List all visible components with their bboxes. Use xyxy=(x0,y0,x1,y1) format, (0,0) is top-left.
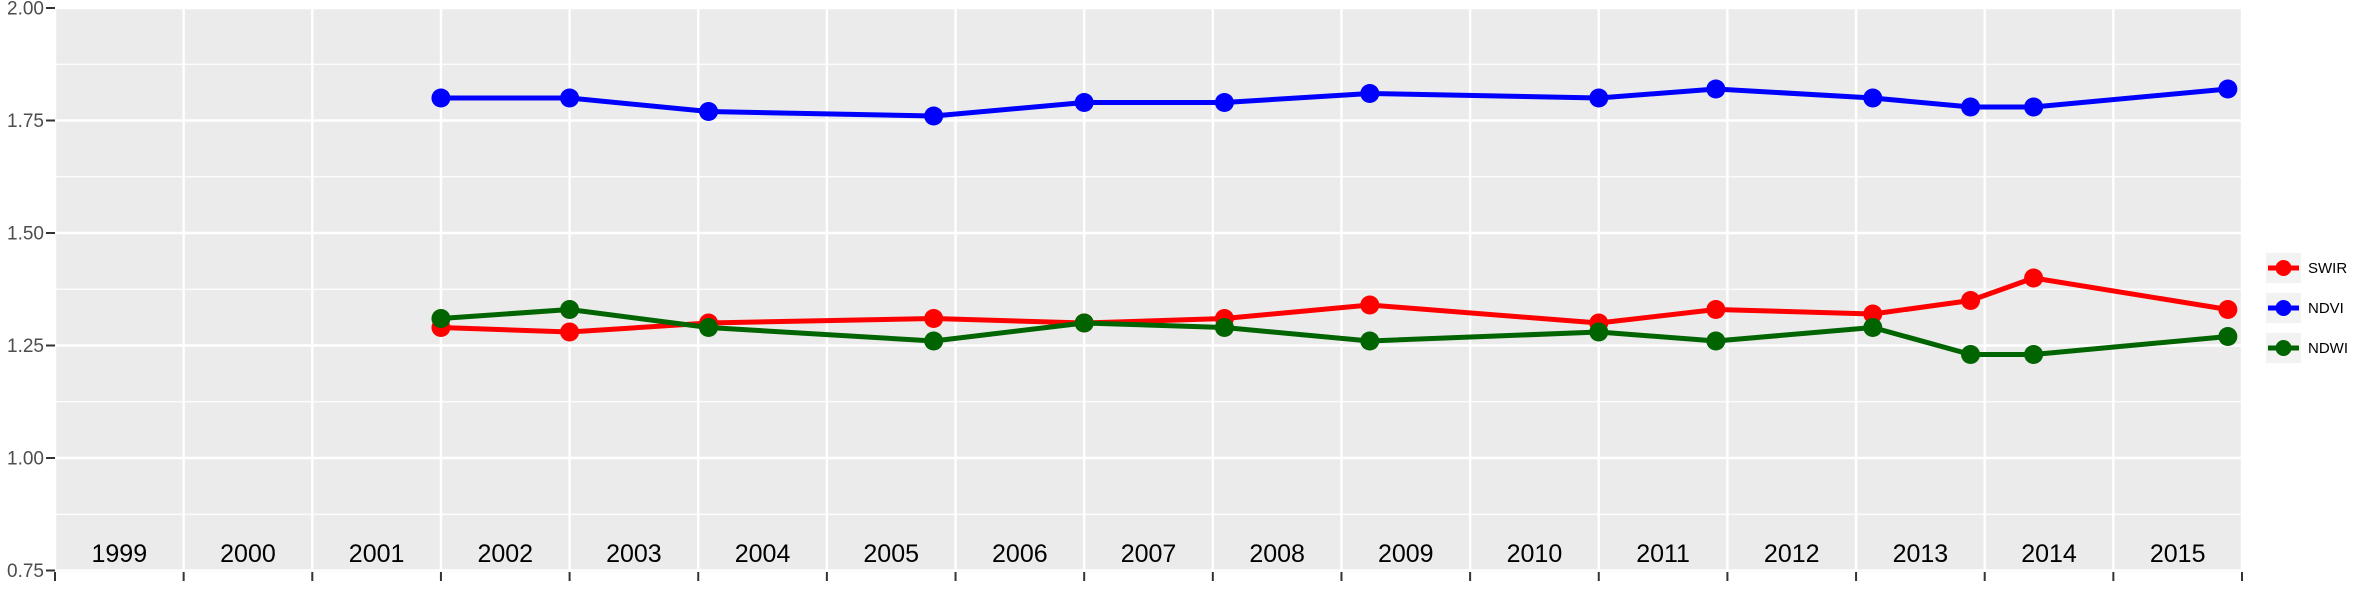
y-tick-label: 2.00 xyxy=(7,0,44,20)
data-point-NDWI xyxy=(2024,345,2044,364)
data-point-NDVI xyxy=(1961,97,1981,117)
legend: SWIR NDVI NDWI xyxy=(2266,253,2348,363)
data-point-NDWI xyxy=(1589,322,1609,342)
data-point-NDVI xyxy=(924,106,944,126)
data-point-SWIR xyxy=(1706,300,1726,319)
y-tick-label: 1.00 xyxy=(7,449,44,470)
data-point-SWIR xyxy=(1360,295,1380,315)
legend-label-ndvi: NDVI xyxy=(2308,299,2344,317)
x-axis-year-labels: 1999 2000 2001 2002 2003 2004 2005 2006 2007 2008… xyxy=(92,540,2206,568)
data-point-NDWI xyxy=(1214,318,1234,337)
data-point-NDVI xyxy=(1074,93,1094,112)
series-NDVI xyxy=(431,79,2238,126)
x-year-label: 2011 xyxy=(1636,540,1690,568)
x-year-label: 1999 xyxy=(92,540,148,568)
y-axis-labels: 2.00 1.75 1.50 1.25 1.00 0.75 xyxy=(7,0,44,582)
x-year-label: 2002 xyxy=(477,540,533,568)
x-year-label: 2012 xyxy=(1764,540,1820,568)
y-tick-label: 1.25 xyxy=(7,336,44,357)
data-point-NDVI xyxy=(699,102,719,121)
series-NDWI xyxy=(431,300,2238,364)
data-point-NDVI xyxy=(431,88,451,108)
x-year-label: 2008 xyxy=(1249,540,1305,568)
data-point-NDWI xyxy=(1360,331,1380,351)
y-tick-label: 1.75 xyxy=(7,111,44,132)
data-point-NDWI xyxy=(1074,313,1094,333)
data-series-layer xyxy=(431,79,2238,364)
data-point-NDVI xyxy=(560,88,580,108)
data-point-NDVI xyxy=(1214,93,1234,112)
data-point-SWIR xyxy=(1863,304,1883,324)
ndvi-line-point-icon xyxy=(2266,293,2301,323)
data-point-SWIR xyxy=(1961,291,1981,310)
data-point-NDVI xyxy=(1863,88,1883,108)
x-year-label: 2013 xyxy=(1893,540,1949,568)
axis-tick-marks xyxy=(46,7,2243,581)
data-point-NDVI xyxy=(2024,97,2044,117)
legend-entry-ndvi: NDVI xyxy=(2266,293,2348,323)
data-point-NDWI xyxy=(1961,345,1981,364)
data-point-NDWI xyxy=(924,331,944,351)
swir-line-point-icon xyxy=(2266,253,2301,283)
data-point-SWIR xyxy=(560,322,580,342)
x-year-label: 2014 xyxy=(2021,540,2077,568)
data-point-NDWI xyxy=(431,309,451,328)
panel-background xyxy=(55,8,2242,572)
y-tick-label: 0.75 xyxy=(7,561,44,582)
y-tick-label: 1.50 xyxy=(7,224,44,245)
data-point-NDWI xyxy=(699,318,719,337)
data-point-NDVI xyxy=(1360,84,1380,103)
data-point-NDVI xyxy=(1589,88,1609,108)
x-year-label: 2005 xyxy=(863,540,919,568)
minor-gridlines xyxy=(55,63,2242,515)
data-point-NDVI xyxy=(1706,79,1726,99)
data-point-SWIR xyxy=(924,309,944,328)
x-year-label: 2006 xyxy=(992,540,1048,568)
data-point-NDWI xyxy=(2218,327,2238,346)
data-point-SWIR xyxy=(2218,300,2238,319)
x-year-label: 2007 xyxy=(1121,540,1177,568)
x-year-label: 2001 xyxy=(349,540,405,568)
data-point-NDWI xyxy=(1706,331,1726,351)
legend-entry-ndwi: NDWI xyxy=(2266,333,2348,363)
x-year-label: 2010 xyxy=(1507,540,1563,568)
data-point-SWIR xyxy=(2024,268,2044,288)
data-point-NDWI xyxy=(560,300,580,319)
x-year-label: 2000 xyxy=(220,540,276,568)
data-point-NDWI xyxy=(1863,318,1883,337)
x-year-label: 2015 xyxy=(2150,540,2206,568)
data-point-NDVI xyxy=(2218,79,2238,99)
x-year-label: 2003 xyxy=(606,540,662,568)
legend-entry-swir: SWIR xyxy=(2266,253,2348,283)
ndwi-line-point-icon xyxy=(2266,333,2301,363)
legend-label-swir: SWIR xyxy=(2308,259,2348,277)
x-year-label: 2004 xyxy=(735,540,791,568)
legend-label-ndwi: NDWI xyxy=(2308,339,2348,357)
major-gridlines xyxy=(53,6,2244,572)
x-year-label: 2009 xyxy=(1378,540,1434,568)
